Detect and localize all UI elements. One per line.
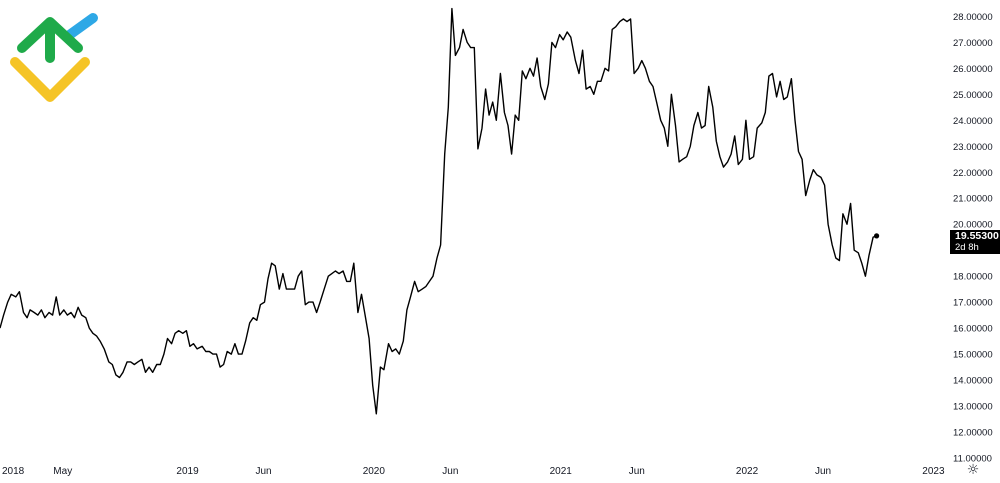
x-tick-label: Jun bbox=[815, 466, 831, 477]
y-tick-label: 25.00000 bbox=[953, 90, 993, 101]
y-tick-label: 24.00000 bbox=[953, 116, 993, 127]
x-tick-label: Jun bbox=[442, 466, 458, 477]
bar-countdown: 2d 8h bbox=[955, 242, 979, 253]
y-tick-label: 28.00000 bbox=[953, 12, 993, 23]
x-tick-label: 2020 bbox=[363, 466, 386, 477]
y-tick-label: 11.00000 bbox=[953, 454, 992, 465]
last-price-marker bbox=[874, 233, 880, 239]
x-tick-label: Jun bbox=[629, 466, 645, 477]
last-price-value: 19.55300 bbox=[955, 230, 999, 242]
brand-logo-icon bbox=[10, 13, 98, 102]
y-tick-label: 14.00000 bbox=[953, 376, 993, 387]
y-tick-label: 18.00000 bbox=[953, 272, 993, 283]
y-tick-label: 12.00000 bbox=[953, 428, 993, 439]
price-series-line bbox=[0, 7, 877, 415]
x-tick-label: 2018 bbox=[2, 466, 25, 477]
x-tick-label: 2021 bbox=[550, 466, 573, 477]
x-tick-label: 2023 bbox=[922, 466, 945, 477]
y-tick-label: 15.00000 bbox=[953, 350, 993, 361]
last-price-badge: 19.55300 2d 8h bbox=[950, 230, 1000, 254]
x-tick-label: 2022 bbox=[736, 466, 759, 477]
y-tick-label: 21.00000 bbox=[953, 194, 993, 205]
x-tick-label: 2019 bbox=[176, 466, 199, 477]
y-tick-label: 27.00000 bbox=[953, 38, 993, 49]
gear-icon[interactable]: ☼ bbox=[966, 462, 980, 478]
y-axis: 11.00000 12.00000 13.00000 14.00000 15.00000… bbox=[953, 12, 993, 465]
y-tick-label: 23.00000 bbox=[953, 142, 993, 153]
x-axis: 2018 May 2019 Jun 2020 Jun 2021 Jun 2022 Jun 2023 bbox=[2, 466, 945, 477]
y-tick-label: 22.00000 bbox=[953, 168, 993, 179]
x-tick-label: May bbox=[53, 466, 72, 477]
y-tick-label: 13.00000 bbox=[953, 402, 993, 413]
y-tick-label: 20.00000 bbox=[953, 220, 993, 231]
y-tick-label: 26.00000 bbox=[953, 64, 993, 75]
y-tick-label: 17.00000 bbox=[953, 298, 993, 309]
y-tick-label: 16.00000 bbox=[953, 324, 993, 335]
x-tick-label: Jun bbox=[256, 466, 272, 477]
